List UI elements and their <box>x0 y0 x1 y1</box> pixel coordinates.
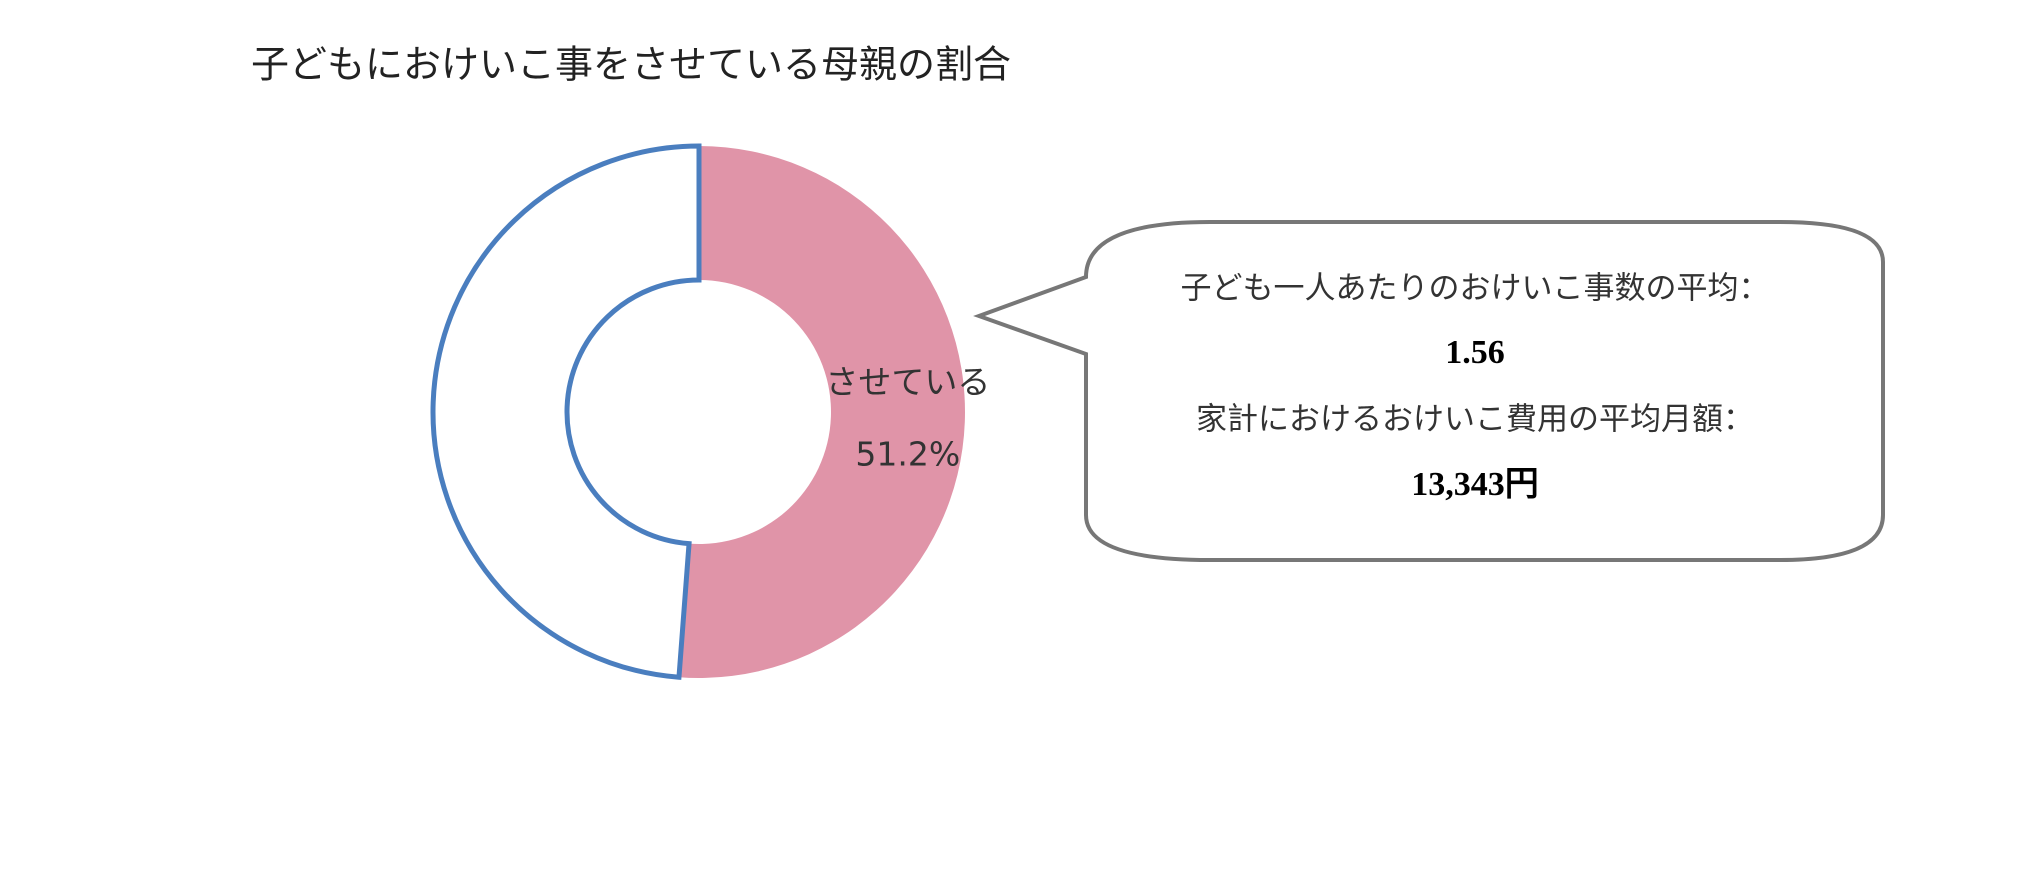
callout-value: 13,343円 <box>1411 466 1539 503</box>
callout-text: 家計におけるおけいこ費用の平均月額： <box>1196 402 1754 438</box>
donut-slice <box>678 146 965 678</box>
callout-bubble <box>973 220 1885 562</box>
value-label: 51.2% <box>855 434 960 473</box>
callout-text: 子ども一人あたりのおけいこ事数の平均： <box>1181 271 1770 307</box>
slice-label: させている <box>825 362 990 401</box>
donut-slice <box>430 143 702 680</box>
callout-value: 1.56 <box>1445 334 1505 371</box>
chart-title: 子どもにおけいこ事をさせている母親の割合 <box>251 43 1011 87</box>
